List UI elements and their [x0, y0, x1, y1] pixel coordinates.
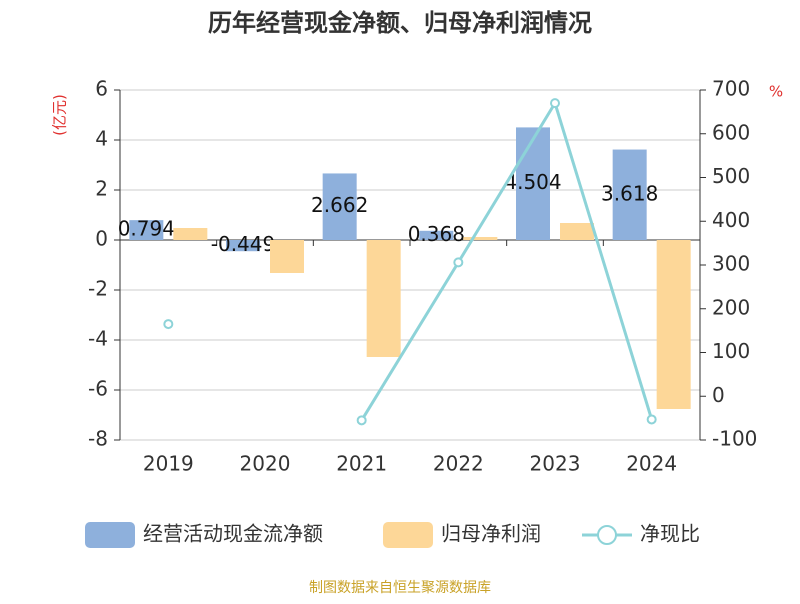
y2-tick-label: 0	[712, 383, 725, 407]
source-note: 制图数据来自恒生聚源数据库	[309, 580, 491, 596]
y-axis-label: (亿元)	[51, 94, 69, 136]
bar	[129, 220, 164, 240]
legend-swatch	[597, 525, 617, 545]
y-tick-label: -2	[88, 277, 108, 301]
data-label: 3.618	[601, 181, 658, 205]
y-tick-label: 6	[95, 77, 108, 101]
y2-axis-label: %	[769, 83, 783, 101]
y2-tick-label: -100	[712, 427, 757, 451]
data-label: -0.449	[211, 232, 275, 256]
bar	[366, 240, 401, 357]
bar	[173, 228, 208, 240]
x-tick-label: 2022	[433, 452, 484, 476]
y-tick-label: -6	[88, 377, 108, 401]
y2-tick-label: 400	[712, 208, 750, 232]
bar	[270, 240, 304, 273]
legend-label: 净现比	[640, 522, 700, 546]
y2-tick-label: 100	[712, 339, 750, 363]
y2-tick-label: 600	[712, 120, 750, 144]
bar	[463, 237, 498, 240]
y2-tick-label: 500	[712, 164, 750, 188]
data-label: 2.662	[311, 193, 368, 217]
y-tick-label: -8	[88, 427, 108, 451]
line-point	[356, 415, 367, 426]
line	[360, 99, 654, 422]
y2-tick-label: 700	[712, 77, 750, 101]
x-tick-label: 2021	[336, 452, 387, 476]
y-tick-label: 4	[95, 127, 108, 151]
bar	[419, 230, 454, 240]
x-tick-label: 2024	[626, 452, 677, 476]
y-tick-label: 2	[95, 177, 108, 201]
bar	[516, 127, 550, 240]
bar	[656, 240, 691, 409]
x-tick-label: 2023	[530, 452, 581, 476]
line-point	[163, 319, 174, 330]
line-point	[453, 257, 464, 268]
y2-tick-label: 300	[712, 252, 750, 276]
x-tick-label: 2020	[240, 452, 291, 476]
data-label: 0.368	[408, 222, 465, 246]
legend-swatch	[383, 522, 433, 548]
chart-title: 历年经营现金净额、归母净利润情况	[208, 9, 592, 37]
data-label: 0.794	[118, 217, 175, 241]
y-tick-label: -4	[88, 327, 108, 351]
bar	[322, 173, 357, 240]
legend-label: 经营活动现金流净额	[143, 522, 323, 546]
x-tick-label: 2019	[143, 452, 194, 476]
legend-label: 归母净利润	[441, 522, 541, 546]
line-point	[646, 414, 657, 425]
y2-tick-label: 200	[712, 295, 750, 319]
y-tick-label: 0	[95, 227, 108, 251]
bar	[612, 149, 647, 240]
bar	[226, 240, 260, 252]
bar	[560, 223, 594, 240]
line-point	[550, 98, 560, 109]
data-label: 4.504	[504, 170, 561, 194]
legend-swatch	[85, 522, 135, 548]
